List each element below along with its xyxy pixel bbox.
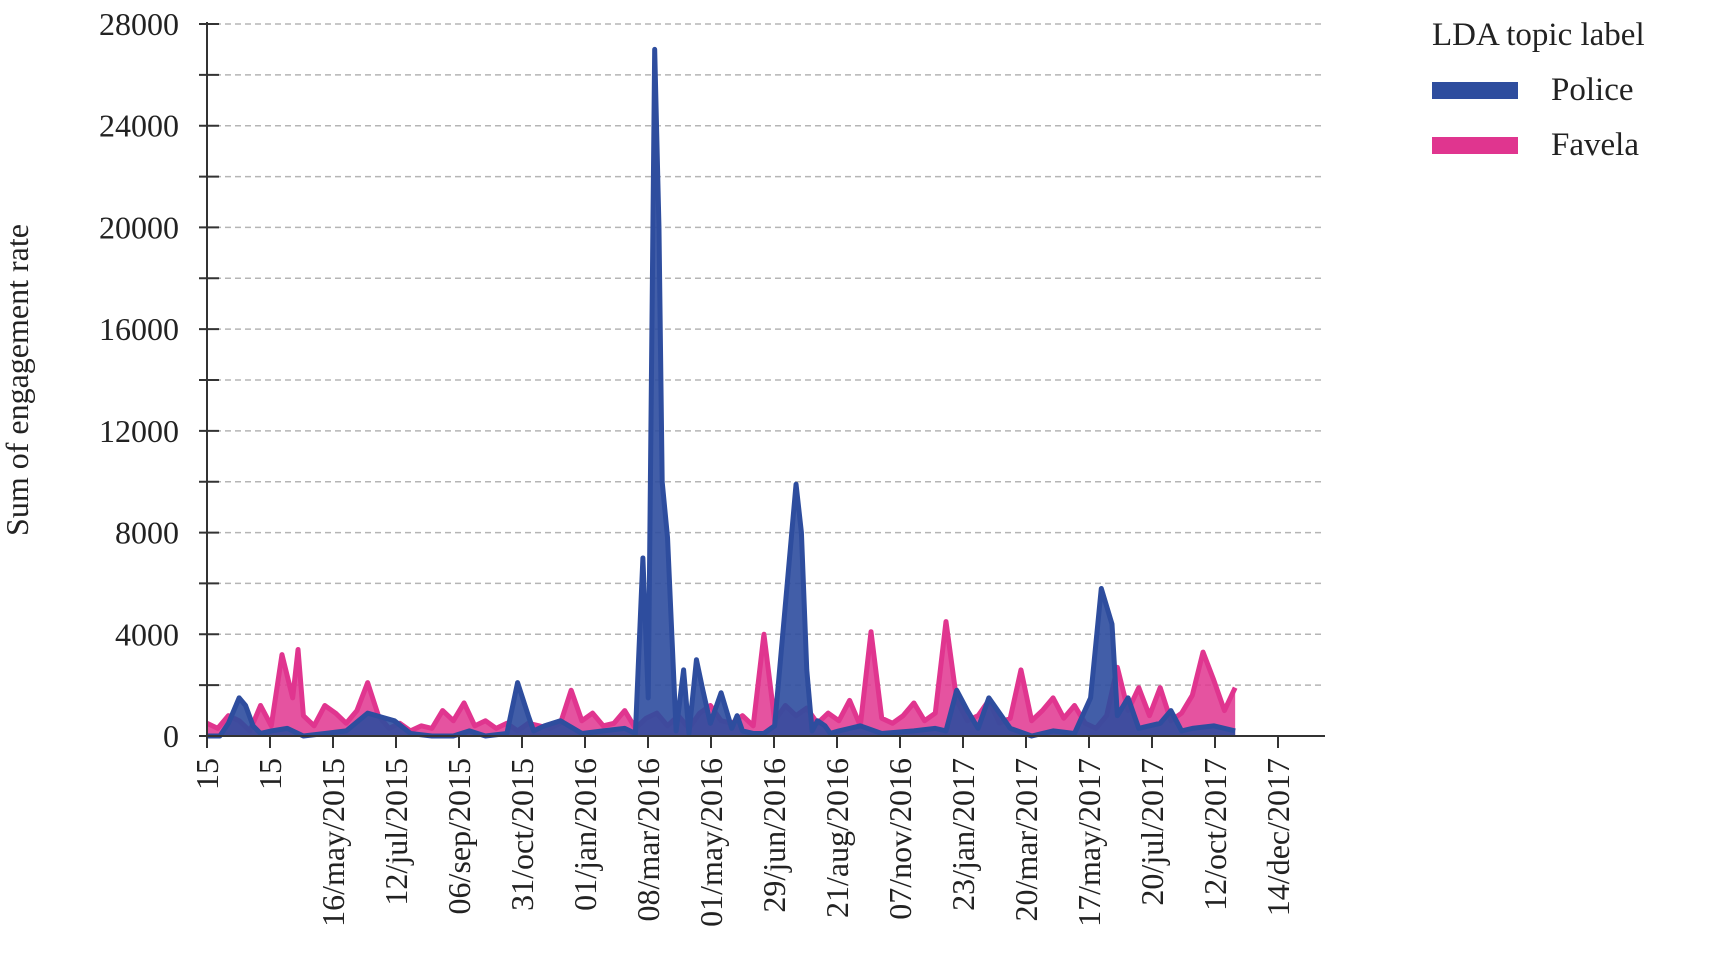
x-tick-label: 16/may/2015 bbox=[315, 758, 351, 927]
series-line-police bbox=[207, 46, 1236, 739]
y-tick-label: 0 bbox=[163, 718, 179, 754]
x-tick-label: 15 bbox=[252, 758, 288, 790]
series-layer bbox=[205, 46, 1238, 739]
legend: LDA topic label Police Favela bbox=[1432, 8, 1722, 173]
legend-label-police: Police bbox=[1551, 72, 1634, 108]
x-tick-label: 17/may/2017 bbox=[1071, 758, 1107, 927]
legend-label-favela: Favela bbox=[1551, 127, 1639, 163]
x-tick-label: 21/aug/2016 bbox=[819, 758, 855, 918]
axes bbox=[206, 22, 1325, 737]
y-tick-label: 20000 bbox=[99, 209, 179, 245]
x-tick-label: 12/jul/2015 bbox=[378, 758, 414, 906]
x-tick-label: 12/oct/2017 bbox=[1197, 758, 1233, 911]
x-tick-label: 29/jun/2016 bbox=[756, 758, 792, 913]
legend-item-police: Police bbox=[1432, 63, 1722, 118]
x-tick-label: 14/dec/2017 bbox=[1260, 758, 1296, 916]
y-tick-label: 4000 bbox=[115, 616, 179, 652]
legend-swatch-favela bbox=[1432, 137, 1518, 154]
y-axis-title: Sum of engagement rate bbox=[0, 224, 35, 536]
y-tick-label: 12000 bbox=[99, 413, 179, 449]
x-tick-label: 15 bbox=[189, 758, 225, 790]
x-ticks: 15 15 16/may/2015 12/jul/2015 06/sep/2015 31/… bbox=[189, 736, 1296, 927]
y-tick-label: 28000 bbox=[99, 6, 179, 42]
legend-swatch-police bbox=[1432, 82, 1518, 99]
legend-title: LDA topic label bbox=[1432, 17, 1645, 53]
x-tick-label: 31/oct/2015 bbox=[504, 758, 540, 911]
series-area-police bbox=[207, 49, 1236, 736]
x-tick-label: 01/jan/2016 bbox=[567, 758, 603, 911]
x-tick-label: 23/jan/2017 bbox=[945, 758, 981, 911]
x-tick-label: 01/may/2016 bbox=[693, 758, 729, 927]
y-ticks: 0 4000 8000 12000 16000 20000 24000 28000 bbox=[99, 6, 219, 754]
x-tick-label: 20/mar/2017 bbox=[1008, 758, 1044, 922]
x-tick-label: 08/mar/2016 bbox=[630, 758, 666, 922]
y-tick-label: 16000 bbox=[99, 311, 179, 347]
x-tick-label: 20/jul/2017 bbox=[1134, 758, 1170, 906]
y-tick-label: 8000 bbox=[115, 515, 179, 551]
x-tick-label: 06/sep/2015 bbox=[441, 758, 477, 914]
gridlines bbox=[215, 23, 1325, 686]
legend-item-favela: Favela bbox=[1432, 118, 1722, 173]
y-tick-label: 24000 bbox=[99, 108, 179, 144]
x-tick-label: 07/nov/2016 bbox=[882, 758, 918, 920]
